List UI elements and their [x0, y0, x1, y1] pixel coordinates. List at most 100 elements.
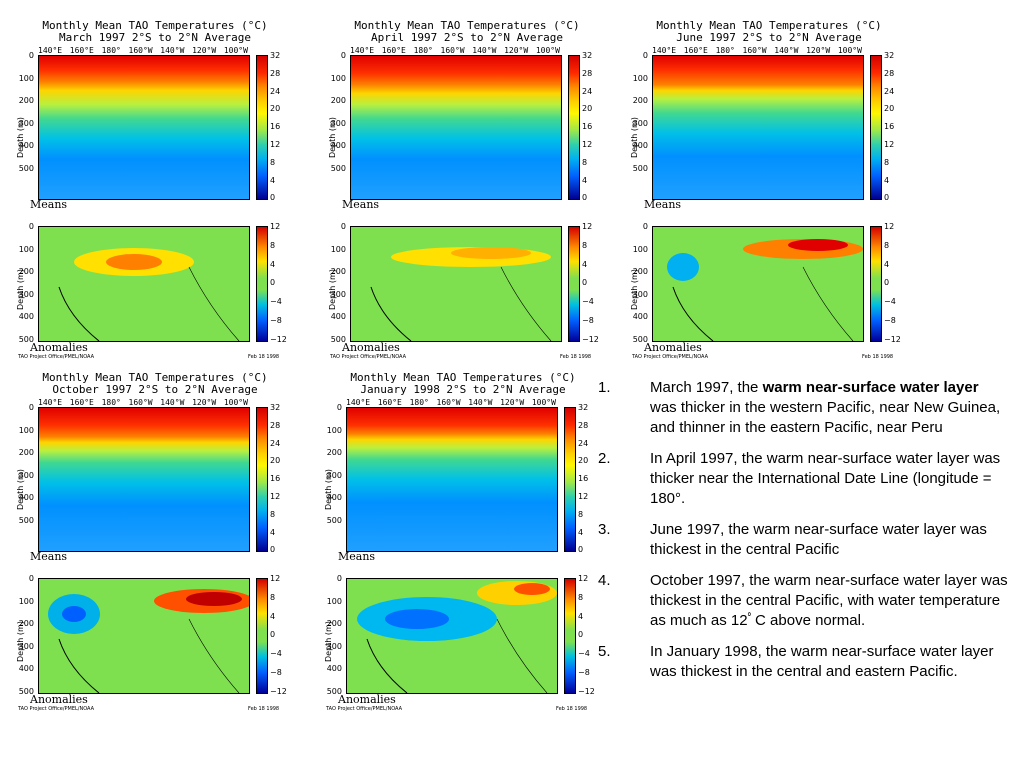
colorbar-tick: 8 [578, 509, 584, 519]
colorbar-tick: 0 [578, 630, 584, 640]
colorbar-tick: 8 [270, 592, 276, 602]
longitude-tick: 180° [101, 398, 121, 407]
depth-tick: 200 [18, 448, 34, 457]
colorbar-tick: 0 [582, 193, 588, 203]
colorbar-tick: 0 [270, 193, 276, 203]
colorbar-tick: 4 [270, 175, 276, 185]
panel-title: Monthly Mean TAO Temperatures (°C) [42, 371, 268, 384]
anomalies-plot [38, 226, 250, 342]
longitude-tick: 160°E [377, 398, 402, 407]
colorbar-tick: 4 [582, 259, 588, 269]
longitude-tick: 160°E [381, 46, 406, 55]
colorbar-tick: −4 [582, 297, 594, 307]
anomaly-colorbar [564, 578, 576, 694]
colorbar-tick: 32 [270, 403, 281, 412]
colorbar-tick: 4 [270, 611, 276, 621]
longitude-tick: 120°W [192, 398, 217, 407]
depth-ticks: 0 100 200 300 400 500 [322, 403, 342, 546]
anomalies-label: Anomalies [30, 693, 88, 706]
depth-tick: 400 [330, 141, 346, 150]
colorbar-tick: 20 [270, 456, 281, 466]
longitude-tick: 160°E [69, 46, 94, 55]
credit-footer: TAO Project Office/PMEL/NOAA [326, 706, 403, 712]
colorbar-tick: 12 [884, 140, 895, 149]
colorbar-tick: 4 [270, 259, 276, 269]
credit-footer: TAO Project Office/PMEL/NOAA [18, 706, 95, 712]
depth-tick: 0 [28, 51, 34, 60]
depth-tick: 300 [18, 470, 34, 480]
colorbar-tick: 0 [578, 545, 584, 555]
panel-april-1997: Monthly Mean TAO Temperatures (°C) April … [322, 18, 612, 366]
colorbar-tick: 16 [270, 474, 281, 484]
colorbar-tick: −4 [270, 649, 282, 659]
depth-tick: 100 [330, 73, 346, 83]
colorbar-tick: 0 [270, 630, 276, 640]
longitude-axis: 140°E 160°E 180° 160°W 140°W 120°W 100°W [38, 398, 248, 407]
panel-october-1997: Monthly Mean TAO Temperatures (°C) Octobe… [10, 370, 300, 718]
longitude-tick: 140°W [468, 398, 493, 407]
panel-march-1997: Monthly Mean TAO Temperatures (°C) March … [10, 18, 300, 366]
depth-tick: 300 [330, 289, 346, 299]
depth-tick: 500 [326, 515, 342, 525]
anomalies-label: Anomalies [338, 693, 396, 706]
longitude-tick: 180° [715, 46, 735, 55]
depth-tick: 100 [326, 596, 342, 606]
depth-ticks: 0 100 200 300 400 500 [14, 222, 34, 344]
anomalies-label: Anomalies [342, 341, 400, 354]
colorbar-tick: 12 [578, 574, 589, 583]
panel-title: Monthly Mean TAO Temperatures (°C) [42, 19, 268, 32]
colorbar-tick: 16 [582, 122, 593, 132]
longitude-tick: 140°W [160, 398, 185, 407]
colorbar-tick: −8 [270, 316, 282, 325]
depth-tick: 300 [330, 118, 346, 128]
longitude-axis: 140°E 160°E 180° 160°W 140°W 120°W 100°W [38, 46, 248, 55]
colorbar-tick: −4 [884, 297, 896, 307]
colorbar-tick: 0 [884, 278, 890, 288]
longitude-tick: 120°W [806, 46, 831, 55]
longitude-tick: 160°W [128, 398, 153, 407]
colorbar-tick: −12 [582, 334, 599, 344]
depth-tick: 0 [642, 51, 648, 60]
colorbar-tick: 32 [884, 51, 895, 60]
depth-tick: 0 [28, 403, 34, 412]
mean-colorbar [256, 55, 268, 200]
colorbar-tick: 20 [270, 104, 281, 114]
mean-colorbar [256, 407, 268, 552]
colorbar-tick: 28 [582, 68, 593, 78]
depth-ticks: 0 100 200 300 400 500 [14, 51, 34, 194]
colorbar-tick: 16 [270, 122, 281, 132]
colorbar-tick: 28 [884, 68, 895, 78]
depth-tick: 0 [340, 51, 346, 60]
depth-tick: 500 [18, 515, 34, 525]
colorbar-tick: 12 [270, 222, 281, 231]
colorbar-tick: 8 [270, 157, 276, 167]
depth-tick: 300 [326, 641, 342, 651]
colorbar-tick: 4 [582, 175, 588, 185]
depth-tick: 200 [326, 448, 342, 457]
depth-tick: 0 [336, 403, 342, 412]
longitude-axis: 140°E 160°E 180° 160°W 140°W 120°W 100°W [350, 46, 560, 55]
panel-subtitle: March 1997 2°S to 2°N Average [58, 31, 252, 44]
means-label: Means [338, 550, 376, 563]
depth-tick: 400 [18, 312, 34, 321]
longitude-tick: 180° [409, 398, 429, 407]
colorbar-tick: 8 [884, 240, 890, 250]
colorbar-tick: 28 [270, 68, 281, 78]
colorbar-tick: 0 [270, 545, 276, 555]
mean-colorbar [568, 55, 580, 200]
depth-tick: 100 [18, 596, 34, 606]
longitude-tick: 180° [101, 46, 121, 55]
panel-subtitle: June 1997 2°S to 2°N Average [676, 31, 862, 44]
colorbar-tick: 16 [578, 474, 589, 484]
anomaly-colorbar [870, 226, 882, 342]
longitude-tick: 120°W [192, 46, 217, 55]
note-item: 3. June 1997, the warm near-surface water… [598, 521, 987, 558]
depth-tick: 500 [632, 334, 648, 344]
colorbar-tick: 20 [582, 104, 593, 114]
longitude-tick: 100°W [223, 46, 248, 55]
observation-list: 1. March 1997, the warm near-surface wate… [598, 378, 1008, 693]
depth-tick: 500 [330, 163, 346, 173]
colorbar-tick: 4 [884, 259, 890, 269]
longitude-tick: 140°E [652, 46, 677, 55]
mean-colorbar [564, 407, 576, 552]
